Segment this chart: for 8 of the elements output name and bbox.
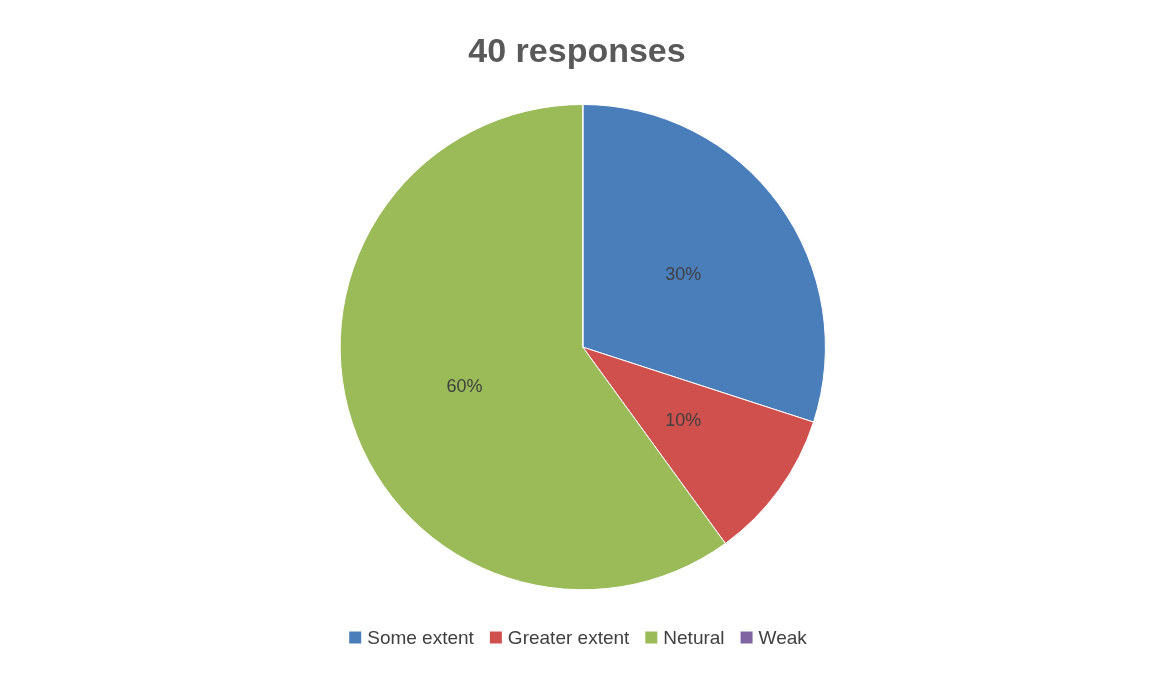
data-label: 10% [665, 410, 702, 431]
legend-label: Greater extent [507, 627, 631, 648]
data-label: 60% [446, 375, 483, 396]
legend-label: Weak [758, 627, 808, 648]
chart-title: 40 responses [468, 31, 686, 69]
data-label: 30% [665, 264, 702, 285]
legend-label: Netural [663, 627, 725, 648]
legend-label: Some extent [367, 627, 475, 648]
